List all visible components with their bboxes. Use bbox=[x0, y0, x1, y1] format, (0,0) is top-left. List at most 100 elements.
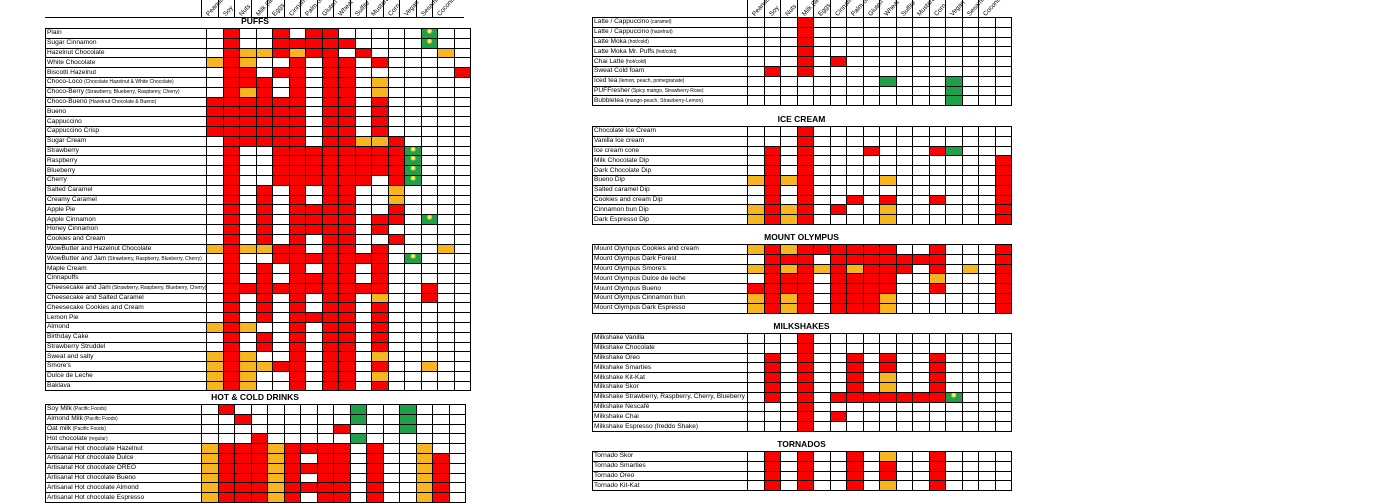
product-label: Smore's bbox=[47, 362, 71, 370]
table-row: Milkshake Skor bbox=[592, 381, 1012, 393]
right-allergen-col-10: Mustard bbox=[912, 0, 937, 18]
allergen-cell bbox=[763, 26, 781, 38]
section-title: HOT & COLD DRINKS bbox=[211, 392, 299, 402]
allergen-cell bbox=[813, 263, 831, 275]
allergen-cell bbox=[912, 244, 930, 255]
allergen-cell bbox=[747, 401, 765, 413]
allergen-cell bbox=[846, 352, 864, 364]
allergen-cell bbox=[780, 174, 798, 186]
allergen-cell bbox=[912, 165, 930, 176]
allergen-cell bbox=[846, 165, 864, 176]
allergen-cell bbox=[796, 184, 814, 196]
product-label: Biscotti Hazelnut bbox=[47, 68, 97, 76]
allergen-cell bbox=[813, 155, 831, 167]
allergen-cell bbox=[846, 263, 864, 275]
allergen-cell bbox=[978, 194, 996, 206]
product-name: Tornado Kit-Kat bbox=[592, 480, 748, 492]
product-label: Mount Olympus Dulce de leche bbox=[594, 274, 686, 282]
product-name: Milkshake Kit-Kat bbox=[592, 372, 748, 383]
allergen-cell bbox=[747, 85, 765, 97]
allergen-cell bbox=[829, 421, 847, 432]
allergen-cell bbox=[813, 421, 831, 432]
allergen-cell bbox=[796, 292, 814, 304]
allergen-cell bbox=[796, 421, 814, 432]
allergen-cell bbox=[747, 333, 765, 344]
allergen-cell bbox=[846, 126, 864, 137]
product-name: Milkshake Chai bbox=[592, 411, 748, 423]
allergen-cell bbox=[862, 253, 880, 265]
allergen-cell bbox=[945, 165, 963, 176]
allergen-table: Plain Sugar CinnamonHazelnut Chocolate Whi… bbox=[44, 28, 472, 392]
allergen-cell bbox=[796, 194, 814, 206]
allergen-cell bbox=[747, 263, 765, 275]
allergen-cell bbox=[912, 362, 930, 374]
table-row: Milkshake Chocolate bbox=[592, 342, 1012, 354]
allergen-cell bbox=[780, 451, 798, 462]
allergen-cell bbox=[912, 401, 930, 413]
allergen-cell bbox=[895, 283, 913, 294]
allergen-cell bbox=[994, 56, 1012, 67]
allergen-cell bbox=[961, 155, 979, 167]
table-row: Cookies and Cream bbox=[44, 233, 472, 245]
allergen-cell bbox=[829, 460, 847, 472]
allergen-cell bbox=[945, 283, 963, 294]
allergen-cell bbox=[829, 56, 847, 67]
allergen-cell bbox=[978, 302, 996, 314]
allergen-cell bbox=[796, 352, 814, 364]
product-label: Choco-Bueno bbox=[47, 97, 88, 105]
allergen-cell bbox=[994, 36, 1012, 48]
allergen-cell bbox=[813, 95, 831, 107]
allergen-cell bbox=[763, 244, 781, 255]
allergen-cell bbox=[961, 214, 979, 225]
left-allergen-col-13: Sesame bbox=[415, 0, 441, 18]
allergen-cell bbox=[796, 17, 814, 28]
allergen-cell bbox=[879, 204, 897, 216]
product-label: Cinnapuffs bbox=[47, 274, 79, 282]
table-row: Artisanal Hot chocolate Bueno bbox=[45, 472, 466, 484]
allergen-cell bbox=[912, 253, 930, 265]
allergen-cell bbox=[895, 126, 913, 137]
allergen-cell bbox=[994, 342, 1012, 354]
allergen-cell bbox=[961, 401, 979, 413]
product-label: Sugar Cinnamon bbox=[47, 39, 97, 47]
product-note: (Strawberry, Raspberry, Blueberry, Cherr… bbox=[110, 285, 207, 292]
allergen-cell bbox=[928, 194, 946, 206]
product-label: Oat milk bbox=[47, 424, 72, 432]
product-label: Bueno bbox=[47, 107, 67, 115]
allergen-cell bbox=[912, 460, 930, 472]
allergen-cell bbox=[796, 145, 814, 157]
product-label: Almond Milk bbox=[47, 415, 83, 423]
allergen-cell bbox=[796, 65, 814, 77]
allergen-cell bbox=[796, 174, 814, 186]
allergen-cell bbox=[829, 26, 847, 38]
allergen-cell bbox=[895, 46, 913, 58]
allergen-cell bbox=[928, 460, 946, 472]
allergen-cell bbox=[780, 56, 798, 67]
allergen-cell bbox=[879, 194, 897, 206]
product-label: Milkshake Vanilla bbox=[594, 334, 645, 342]
allergen-cell bbox=[813, 362, 831, 374]
allergen-cell bbox=[763, 155, 781, 167]
allergen-cell bbox=[879, 65, 897, 77]
allergen-cell bbox=[978, 460, 996, 472]
product-note: (hot/cold) bbox=[626, 38, 649, 45]
allergen-cell bbox=[813, 253, 831, 265]
product-name: Cinnamon bun Dip bbox=[592, 204, 748, 216]
table-row: Salted Caramel bbox=[44, 184, 472, 196]
table-row: Mount Olympus Smore's bbox=[592, 263, 1012, 275]
product-name: Chocolate Ice Cream bbox=[592, 126, 748, 137]
allergen-cell bbox=[862, 381, 880, 393]
left-allergen-col-10: Mustard bbox=[366, 0, 391, 18]
product-label: Strawberry Struddel bbox=[47, 342, 106, 350]
table-row: WowButter and Jam (Strawberry, Raspberry… bbox=[44, 253, 472, 265]
allergen-cell bbox=[829, 194, 847, 206]
allergen-cell bbox=[780, 292, 798, 304]
product-label: Honey Cinnamon bbox=[47, 225, 98, 233]
allergen-cell bbox=[928, 352, 946, 364]
product-name: Chai Latte (hot/cold) bbox=[592, 56, 748, 67]
allergen-cell bbox=[978, 292, 996, 304]
allergen-cell bbox=[763, 372, 781, 383]
left-allergen-col-5: Cinnamon bbox=[283, 0, 313, 18]
allergen-cell bbox=[780, 381, 798, 393]
